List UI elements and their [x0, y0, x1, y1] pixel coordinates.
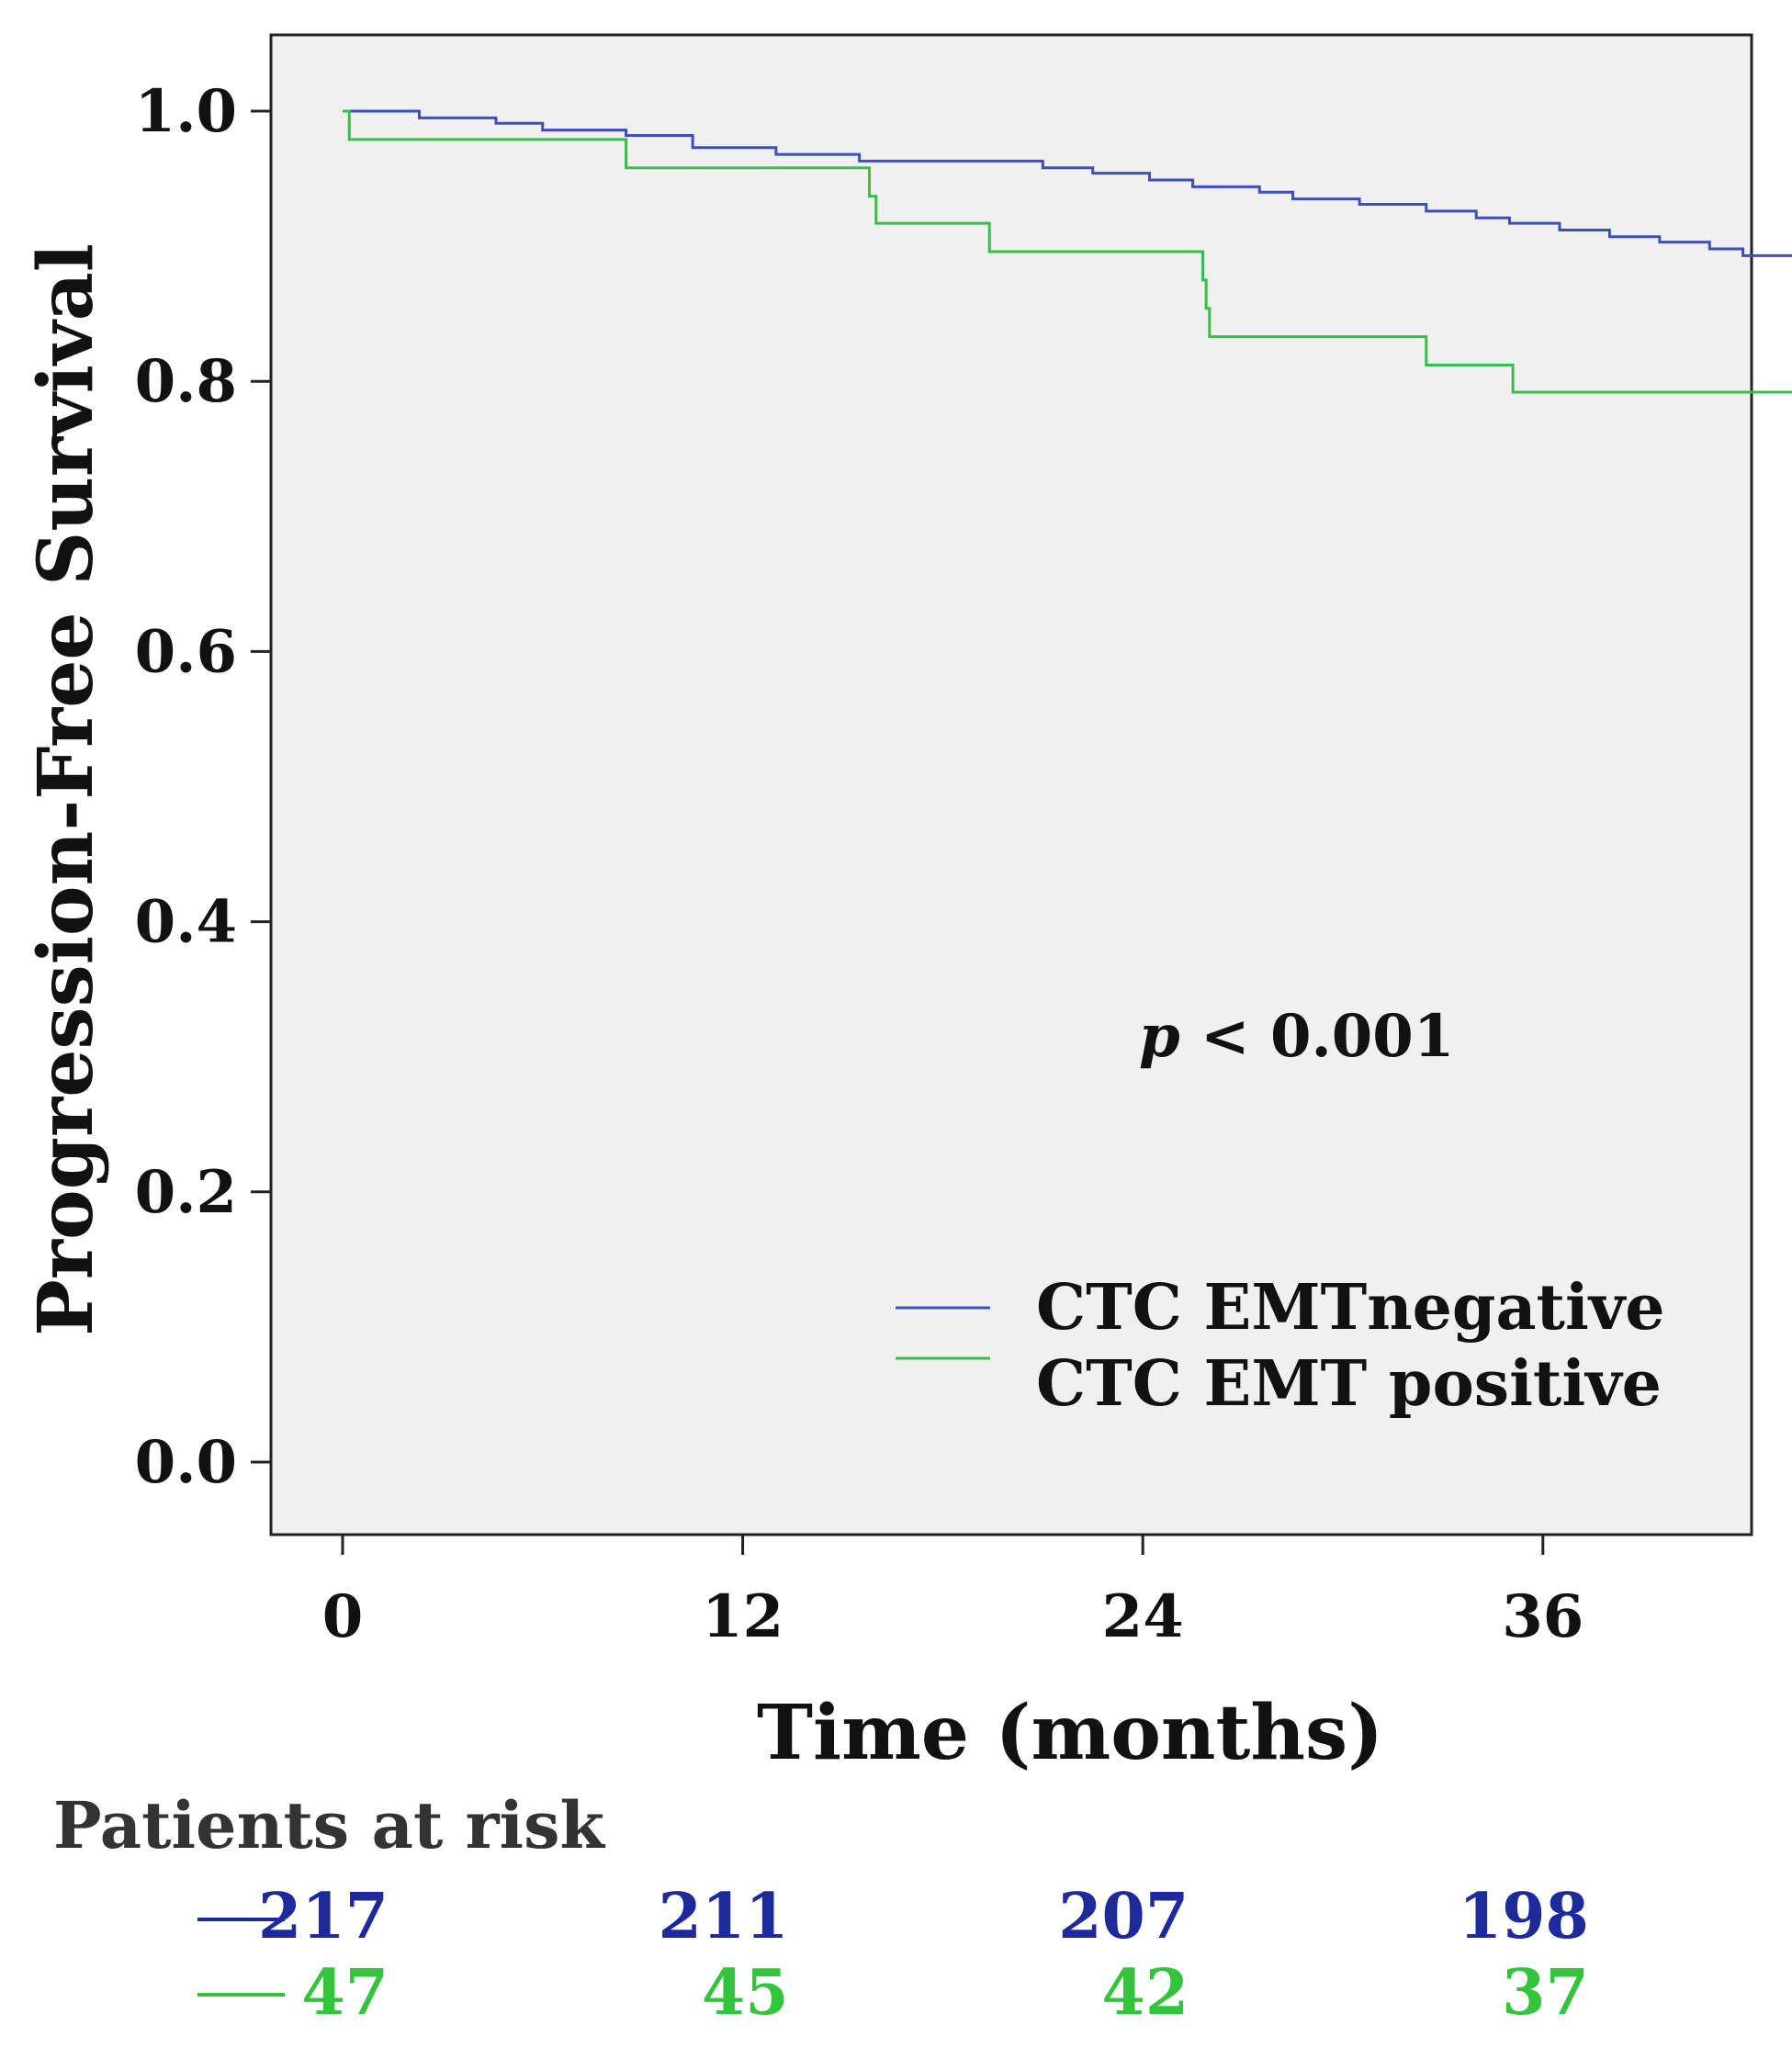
legend: CTC EMTnegative CTC EMT positive	[896, 1271, 1665, 1421]
p-value-annotation: p < 0.001	[1139, 1002, 1454, 1071]
y-axis-title: Progression-Free Survival	[22, 243, 110, 1336]
curve-emt-positive	[343, 109, 1792, 394]
p-value: < 0.001	[1180, 1002, 1455, 1071]
x-tick-label: 24	[1102, 1582, 1184, 1651]
risk-table-title: Patients at risk	[53, 1787, 606, 1863]
risk-count-negative: 217	[258, 1880, 389, 1953]
y-tick-label: 0.8	[135, 347, 237, 416]
risk-numbers: 2172112071981638012474542372991	[258, 1880, 1589, 2030]
survival-curves	[343, 109, 1792, 394]
curve-emt-negative	[343, 109, 1792, 257]
risk-table: Patients at risk 21721120719816380124745…	[53, 1787, 1589, 2030]
plot-background	[269, 33, 1753, 1536]
x-tick-label: 12	[702, 1582, 783, 1651]
risk-count-positive: 45	[702, 1956, 789, 2030]
legend-label-positive: CTC EMT positive	[1036, 1347, 1662, 1421]
legend-label-negative: CTC EMTnegative	[1036, 1271, 1665, 1345]
y-tick-label: 0.0	[135, 1428, 237, 1497]
x-tick-label: 0	[322, 1582, 364, 1651]
risk-count-positive: 37	[1502, 1956, 1589, 2030]
risk-count-negative: 207	[1058, 1880, 1189, 1953]
risk-count-negative: 211	[659, 1880, 789, 1953]
y-tick-label: 0.2	[135, 1158, 237, 1227]
risk-count-positive: 42	[1102, 1956, 1189, 2030]
p-italic: p	[1139, 1002, 1180, 1071]
risk-count-positive: 47	[301, 1956, 389, 2030]
x-tick-label: 36	[1502, 1582, 1583, 1651]
axes: 0.00.20.40.60.81.0012243648607284	[135, 77, 1584, 1651]
y-tick-label: 0.6	[135, 617, 237, 686]
y-tick-label: 0.4	[135, 888, 237, 957]
x-axis-title: Time (months)	[757, 1689, 1383, 1777]
risk-count-negative: 198	[1459, 1880, 1589, 1953]
y-tick-label: 1.0	[135, 77, 237, 146]
